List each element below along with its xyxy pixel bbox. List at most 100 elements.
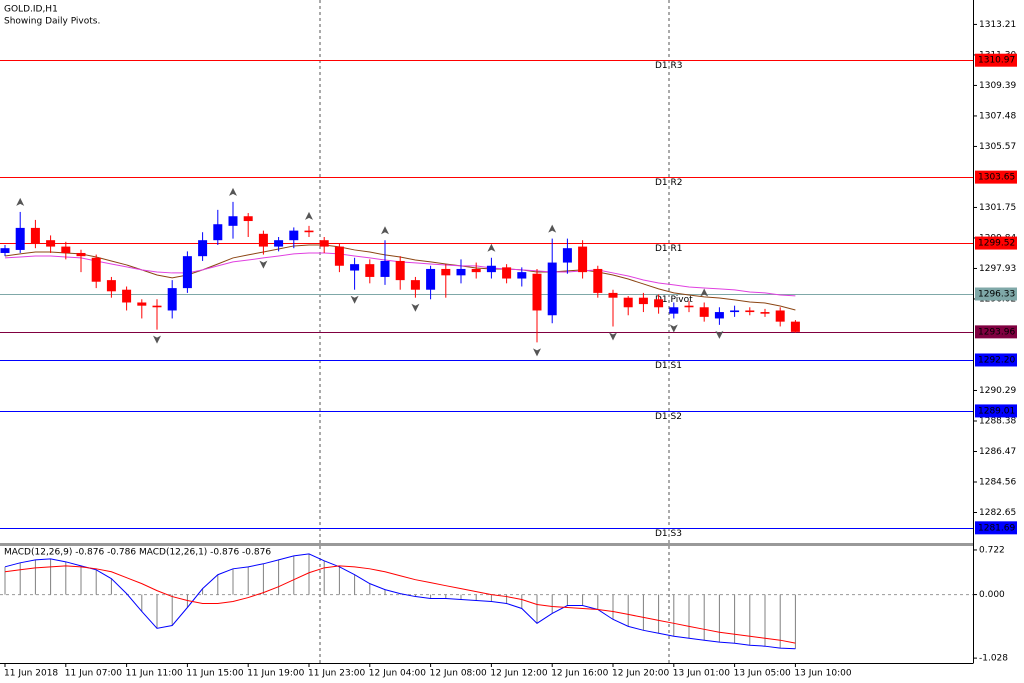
y-tick-label: 1307.48	[979, 111, 1016, 121]
fractal-down	[350, 295, 359, 304]
candle-body	[198, 240, 208, 257]
fractal-up	[305, 211, 313, 220]
macd-legend: MACD(12,26,9) -0.876 -0.786 MACD(12,26,1…	[4, 548, 271, 558]
x-tick-label: 11 Jun 19:00	[247, 669, 304, 679]
x-tick-label: 11 Jun 15:00	[186, 669, 243, 679]
x-tick-label: 13 Jun 05:00	[734, 669, 791, 679]
fractal-up	[487, 243, 496, 252]
candle-body	[274, 240, 284, 247]
x-tick-label: 12 Jun 08:00	[430, 669, 487, 679]
candle-body	[122, 289, 132, 303]
candle-body	[623, 297, 633, 308]
candle-body	[106, 280, 116, 292]
candle-body	[471, 268, 481, 273]
price-label: 1281.69	[978, 523, 1015, 533]
y-tick-label: 1290.29	[979, 386, 1016, 396]
candle-body	[517, 272, 527, 279]
candle-body	[137, 302, 147, 306]
x-tick-label: 12 Jun 12:00	[490, 669, 547, 679]
x-tick-label: 11 Jun 07:00	[65, 669, 122, 679]
chart-subtitle: Showing Daily Pivots.	[4, 17, 100, 27]
fractal-up	[700, 288, 709, 297]
y-tick-label: 1284.56	[979, 477, 1016, 487]
candle-body	[775, 310, 785, 322]
price-label: 1289.01	[978, 406, 1015, 416]
pivot-level-name: D1 R1	[655, 244, 683, 254]
candle-body	[243, 216, 253, 222]
pivot-level-name: D1 R3	[655, 61, 683, 71]
y-tick-label: 1288.38	[979, 416, 1016, 426]
candle-body	[152, 305, 162, 308]
panel-separator	[0, 543, 973, 546]
price-label: 1303.65	[978, 173, 1015, 183]
price-label: 1310.97	[978, 56, 1015, 66]
candle-body	[456, 268, 466, 276]
candle-body	[730, 310, 740, 313]
candle-body	[578, 246, 588, 273]
candle-body	[410, 280, 420, 290]
candle-body	[502, 267, 512, 279]
x-tick-label: 12 Jun 20:00	[612, 669, 669, 679]
candle-body	[745, 310, 755, 313]
x-tick-label: 12 Jun 04:00	[369, 669, 426, 679]
candle-body	[304, 230, 314, 233]
candle-body	[213, 224, 223, 241]
fractal-up	[381, 226, 389, 235]
fractal-down	[669, 324, 678, 333]
candle-body	[228, 216, 238, 226]
price-label: 1296.33	[978, 290, 1015, 300]
fractal-down	[259, 260, 268, 269]
fractal-up	[16, 197, 25, 206]
candle-body	[593, 268, 603, 293]
price-label: 1293.96	[978, 327, 1015, 337]
y-tick-label: 1309.39	[979, 81, 1016, 91]
x-tick-label: 13 Jun 01:00	[673, 669, 730, 679]
candle-body	[0, 248, 10, 253]
candle-body	[486, 265, 496, 273]
price-label-box	[975, 236, 1017, 250]
candle-body	[289, 230, 299, 241]
price-label-box	[975, 325, 1017, 339]
candle-body	[30, 227, 40, 245]
candle-body	[669, 307, 679, 314]
fractal-up	[548, 224, 557, 233]
candle-body	[395, 260, 405, 281]
pivot-level-name: D1 R2	[655, 178, 683, 188]
macd-signal-line	[4, 565, 796, 644]
candle-body	[790, 321, 800, 332]
fractal-down	[153, 335, 161, 344]
candle-body	[350, 264, 360, 271]
y-tick-label: 1286.47	[979, 447, 1016, 457]
candle-body	[714, 312, 724, 319]
pivot-level-name: D1 S3	[655, 529, 682, 539]
chart-title: GOLD.ID,H1	[4, 5, 58, 15]
pivot-level-name: D1 Pivot	[655, 295, 693, 305]
candle-body	[258, 233, 268, 247]
price-label-box	[975, 170, 1017, 184]
price-label-box	[975, 521, 1017, 535]
candle-body	[547, 262, 557, 316]
y-tick-label: 0.000	[979, 590, 1005, 600]
x-tick-label: 12 Jun 16:00	[551, 669, 608, 679]
price-label: 1299.52	[978, 239, 1015, 249]
fractal-down	[533, 348, 541, 357]
x-tick-label: 11 Jun 11:00	[126, 669, 183, 679]
candle-body	[608, 292, 618, 298]
y-tick-label: 1297.93	[979, 264, 1016, 274]
x-tick-label: 11 Jun 23:00	[308, 669, 365, 679]
candle-body	[760, 312, 770, 314]
candle-body	[15, 227, 25, 250]
candle-body	[91, 257, 101, 282]
price-label-box	[975, 353, 1017, 367]
candle-body	[562, 248, 572, 263]
candle-body	[76, 252, 86, 257]
candle-body	[167, 288, 177, 311]
candle-body	[380, 260, 390, 277]
y-tick-label: 1305.57	[979, 142, 1016, 152]
y-tick-label: 1313.21	[979, 20, 1016, 30]
y-tick-label: -1.028	[979, 654, 1008, 664]
candle-body	[365, 264, 375, 277]
